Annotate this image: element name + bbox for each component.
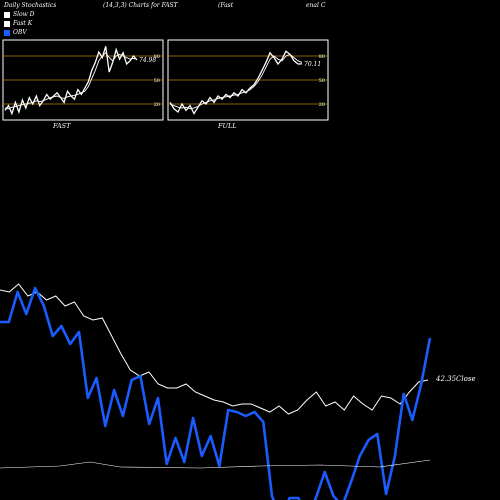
legend-label-slow-d: Slow D <box>13 11 35 18</box>
stoch-panel-label: FAST <box>52 122 71 130</box>
price-obv-panel: 42.35Close <box>0 283 476 500</box>
stoch-ytick-label: 80 <box>154 54 160 60</box>
obv-line <box>0 286 432 500</box>
close-value-label: 42.35Close <box>435 375 476 383</box>
header-title-left: Daily Stochastics <box>4 2 57 9</box>
stoch-panel-label: FULL <box>217 122 237 130</box>
legend-label-fast-k: Fast K <box>13 20 33 27</box>
stoch-ytick-label: 20 <box>319 102 325 108</box>
stoch-series-slow-d <box>169 53 303 110</box>
stoch-value-label: 74.98 <box>139 57 156 64</box>
header-title-right-a: (Fast <box>218 2 234 9</box>
legend-label-obv: OBV <box>13 29 27 36</box>
stoch-ytick-label: 20 <box>154 102 160 108</box>
legend-swatch-slow-d <box>4 11 10 18</box>
stoch-ytick-label: 50 <box>319 78 325 84</box>
legend-swatch-fast-k <box>4 20 10 27</box>
stoch-series-slow-d <box>4 52 138 110</box>
legend-swatch-obv <box>4 29 10 36</box>
stoch-ytick-label: 80 <box>319 54 325 60</box>
stoch-ytick-label: 50 <box>154 78 160 84</box>
header-title-right-b: enal C <box>306 2 326 9</box>
stoch-value-label: 70.11 <box>304 61 321 68</box>
legend-fast-k: Fast K <box>4 19 32 28</box>
price-close-line <box>0 283 429 415</box>
bottom-indicator-line <box>0 459 431 469</box>
header-title-mid: (14,3,3) Charts for FAST <box>103 2 178 9</box>
legend-slow-d: Slow D <box>4 10 35 19</box>
legend-obv: OBV <box>4 28 27 37</box>
